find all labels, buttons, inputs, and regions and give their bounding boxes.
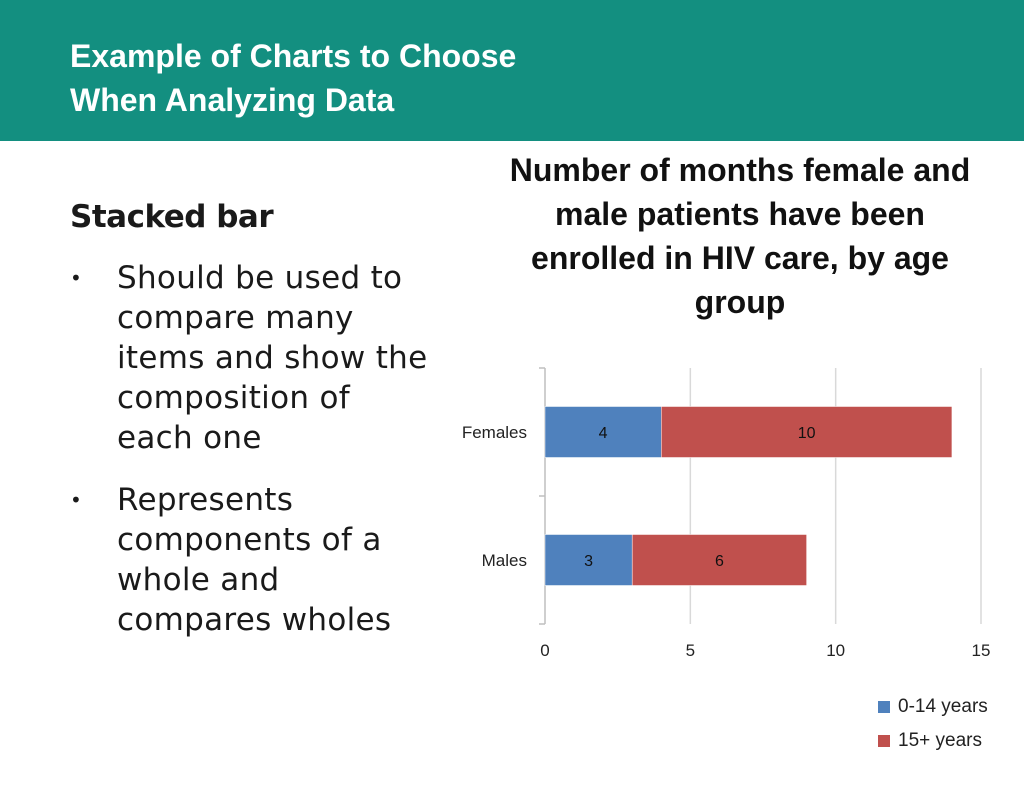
legend-label: 0-14 years [898, 696, 988, 717]
legend-label: 15+ years [898, 730, 982, 751]
x-tick-label: 15 [972, 641, 991, 660]
data-label: 10 [798, 425, 816, 442]
legend-swatch [878, 701, 890, 713]
x-tick-label: 10 [826, 641, 845, 660]
data-label: 6 [715, 553, 724, 570]
data-label: 4 [599, 425, 608, 442]
bullet-text: Should be used to compare many items and… [117, 260, 428, 456]
legend-swatch [878, 735, 890, 747]
slide-title-line: When Analyzing Data [70, 82, 395, 118]
bullet-marker: • [70, 488, 82, 512]
slide-title: Example of Charts to Choose When Analyzi… [70, 34, 670, 122]
slide-header: Example of Charts to Choose When Analyzi… [0, 0, 1024, 141]
legend-item: 15+ years [878, 724, 988, 758]
bar-segment [631, 534, 807, 586]
bullet-marker: • [70, 266, 82, 290]
bar-segment [661, 406, 953, 458]
x-tick-label: 0 [540, 641, 549, 660]
x-tick-label: 5 [686, 641, 695, 660]
bullet-item: • Should be used to compare many items a… [70, 258, 430, 458]
bullet-text: Represents components of a whole and com… [117, 482, 392, 638]
chart-title-line: enrolled in HIV care, by age [531, 240, 949, 276]
category-label: Males [482, 551, 527, 570]
bullet-item: • Represents components of a whole and c… [70, 480, 430, 640]
legend-item: 0-14 years [878, 690, 988, 724]
bar-segment [544, 406, 662, 458]
data-label: 3 [584, 553, 593, 570]
chart-title: Number of months female and male patient… [462, 148, 1018, 324]
section-heading: Stacked bar [70, 199, 274, 235]
bar-segment [544, 534, 633, 586]
chart-title-line: group [694, 284, 786, 320]
chart-title-line: male patients have been [555, 196, 925, 232]
slide-title-line: Example of Charts to Choose [70, 38, 517, 74]
chart-title-line: Number of months female and [509, 152, 971, 188]
chart-legend: 0-14 years 15+ years [878, 690, 988, 758]
category-label: Females [462, 423, 527, 442]
bullet-list: • Should be used to compare many items a… [70, 258, 430, 662]
